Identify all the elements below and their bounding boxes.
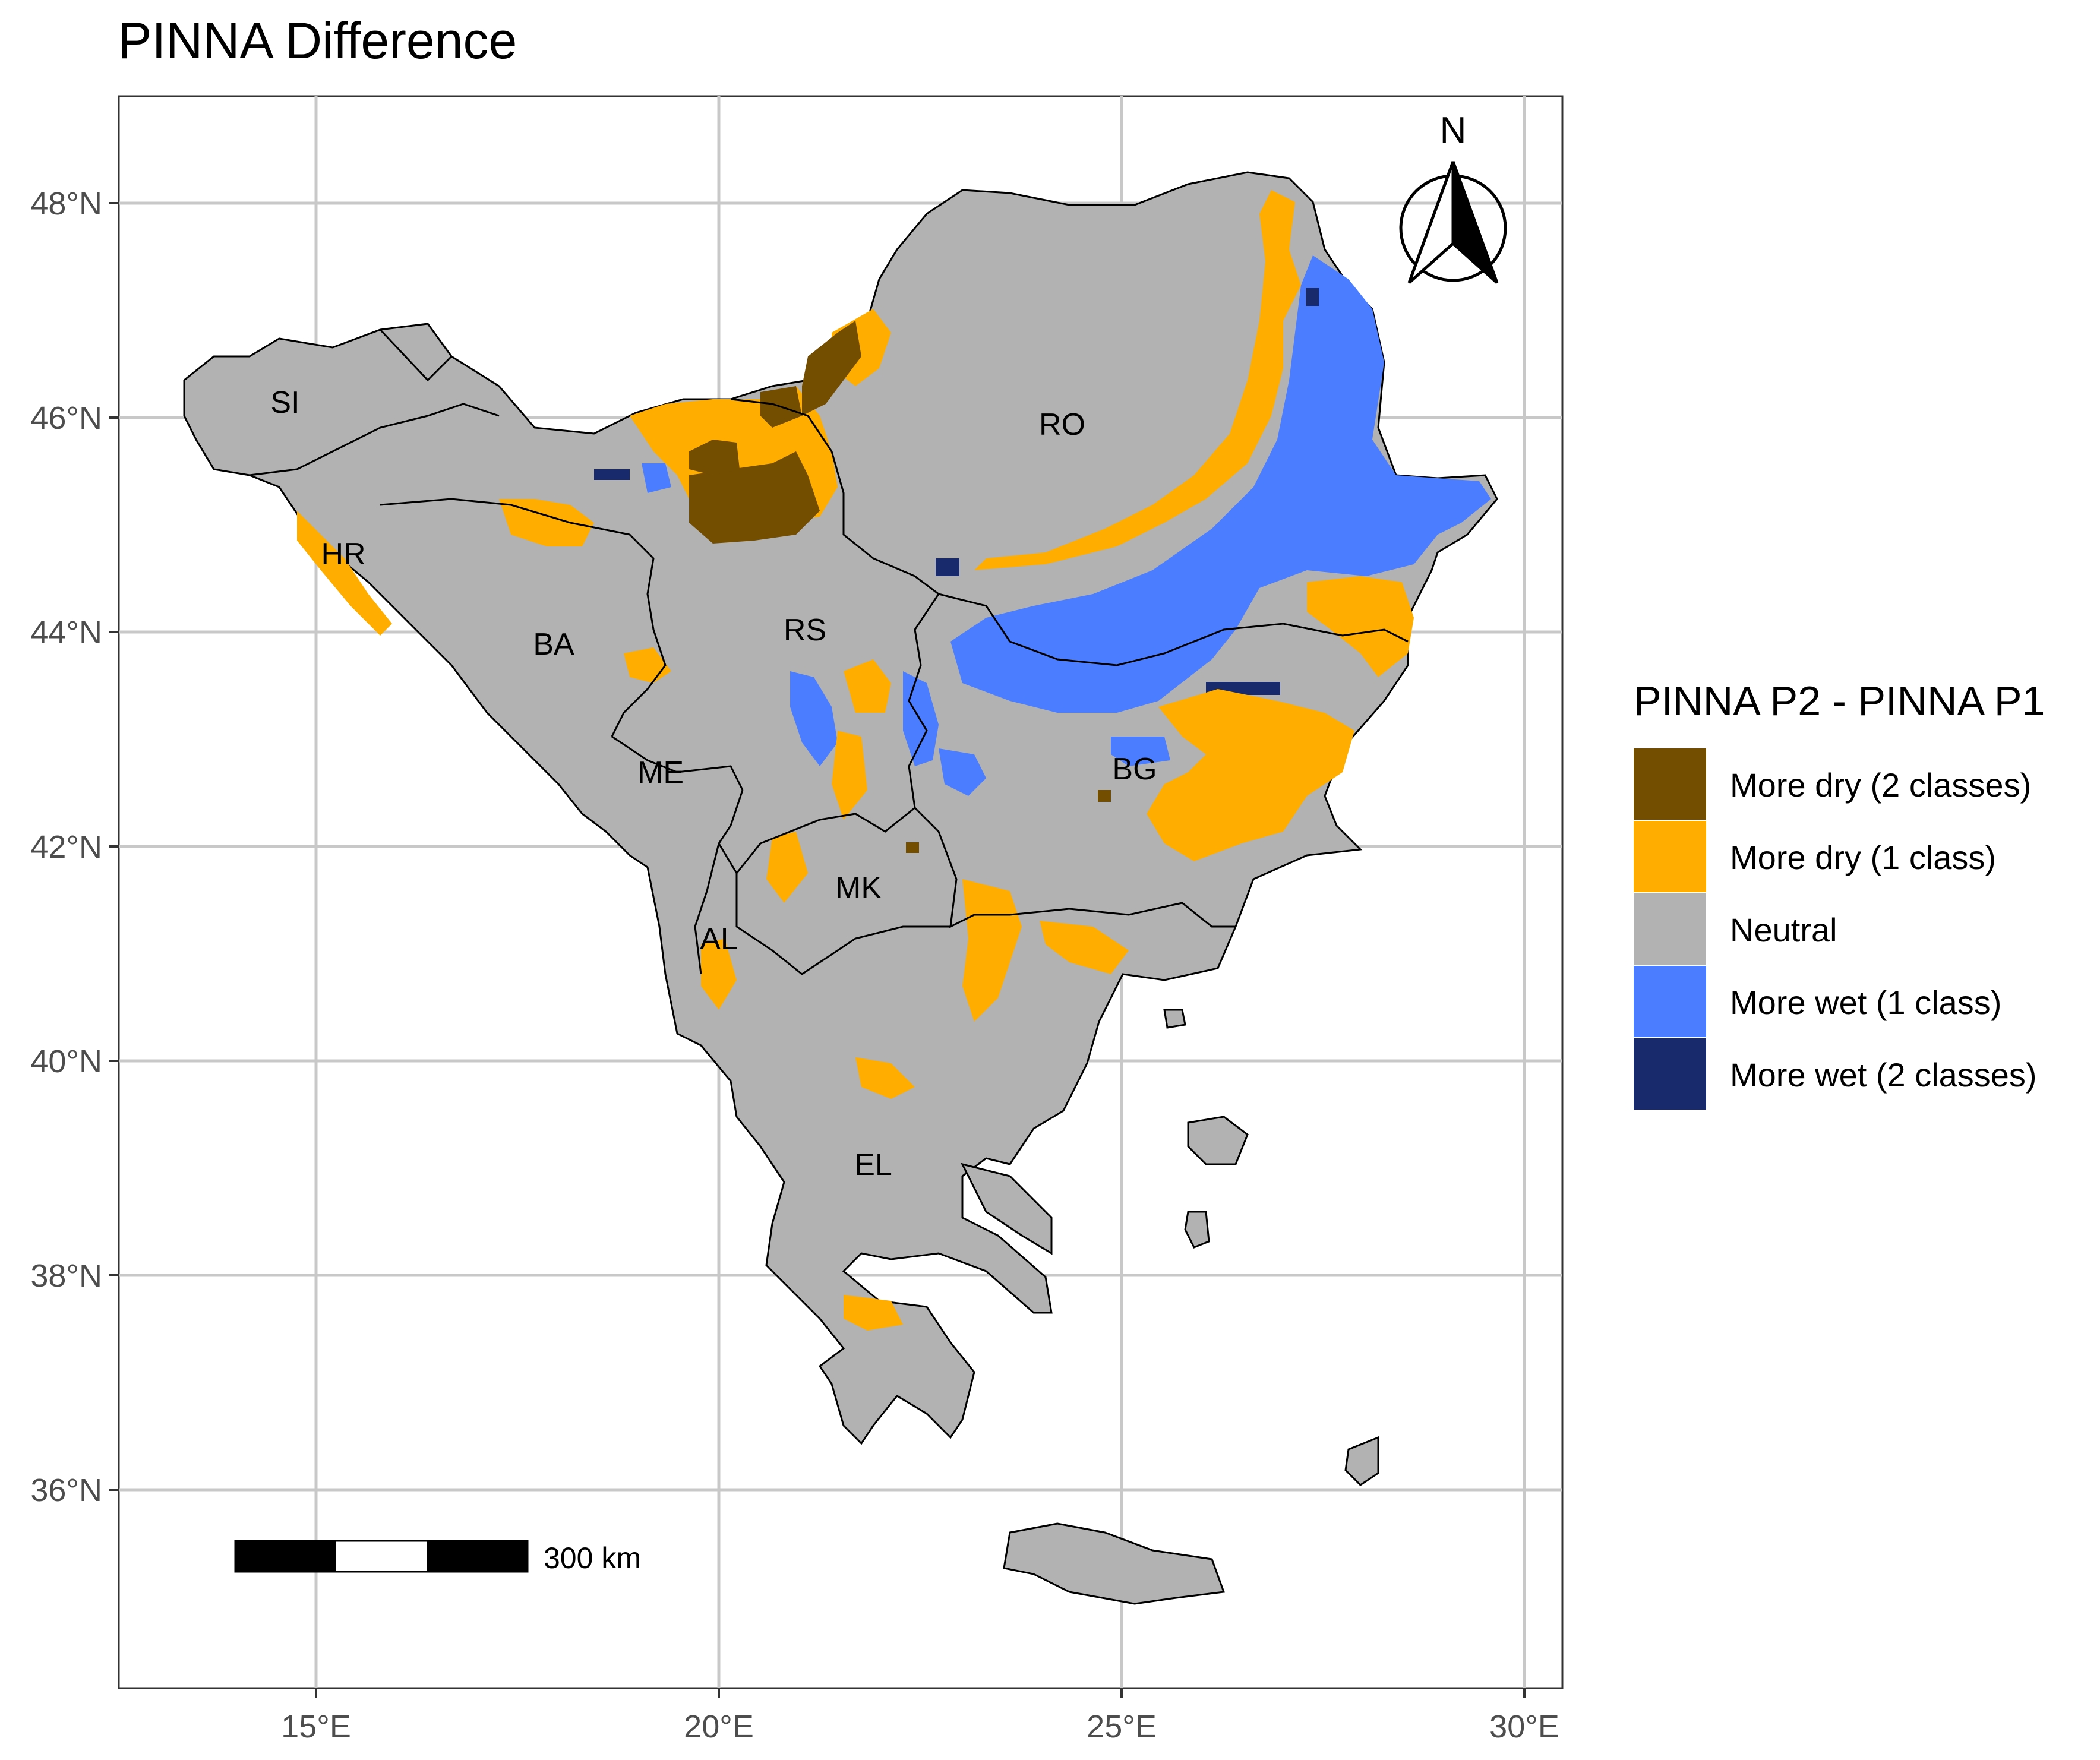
legend-swatch: [1634, 893, 1706, 966]
country-label-al: AL: [700, 922, 738, 956]
y-tick-label: 36°N: [30, 1473, 102, 1508]
north-arrow-label: N: [1440, 110, 1467, 151]
y-tick-label: 42°N: [30, 829, 102, 865]
country-label-ro: RO: [1039, 407, 1085, 442]
country-borders: [249, 328, 1409, 975]
raster-more-wet-1: [642, 255, 1491, 796]
legend-label: Neutral: [1730, 911, 1837, 949]
legend: PINNA P2 - PINNA P1 More dry (2 classes)…: [1634, 677, 2045, 1111]
legend-item: More dry (1 class): [1634, 821, 2045, 893]
country-label-el: EL: [854, 1148, 892, 1182]
legend-label: More dry (2 classes): [1730, 766, 2032, 804]
scale-bar-label: 300 km: [544, 1541, 641, 1575]
country-label-mk: MK: [835, 871, 882, 905]
legend-item: More wet (1 class): [1634, 966, 2045, 1038]
raster-more-dry-2: [689, 321, 1111, 853]
legend-swatch: [1634, 821, 1706, 893]
legend-title: PINNA P2 - PINNA P1: [1634, 678, 2045, 724]
thasos: [1163, 1009, 1186, 1029]
country-label-hr: HR: [321, 537, 365, 571]
y-tick-label: 44°N: [30, 615, 102, 650]
crete: [1003, 1522, 1226, 1605]
country-label-bg: BG: [1112, 752, 1157, 786]
country-label-rs: RS: [784, 613, 826, 647]
y-tick-label: 46°N: [30, 400, 102, 436]
x-tick-label: 15°E: [281, 1709, 351, 1745]
chios: [1184, 1211, 1210, 1249]
country-label-me: ME: [637, 756, 684, 790]
legend-item: Neutral: [1634, 893, 2045, 966]
legend-swatch: [1634, 966, 1706, 1038]
legend-label: More wet (1 class): [1730, 983, 2002, 1021]
legend-item: More dry (2 classes): [1634, 748, 2045, 821]
axis-ticks: [109, 202, 1526, 1698]
y-tick-label: 48°N: [30, 186, 102, 222]
country-label-ba: BA: [533, 627, 574, 662]
legend-item: More wet (2 classes): [1634, 1038, 2045, 1111]
x-tick-label: 25°E: [1087, 1709, 1157, 1745]
lesbos: [1187, 1116, 1249, 1165]
rhodes: [1344, 1436, 1379, 1486]
country-label-si: SI: [270, 386, 299, 420]
euboea: [961, 1162, 1053, 1255]
north-arrow-icon: N: [1399, 110, 1507, 284]
map-title: PINNA Difference: [118, 12, 517, 69]
y-tick-label: 40°N: [30, 1044, 102, 1079]
x-tick-label: 30°E: [1489, 1709, 1559, 1745]
legend-label: More wet (2 classes): [1730, 1056, 2037, 1094]
legend-label: More dry (1 class): [1730, 838, 1997, 876]
y-tick-label: 38°N: [30, 1258, 102, 1294]
legend-swatch: [1634, 1038, 1706, 1111]
scale-bar: 300 km: [234, 1540, 641, 1575]
x-tick-label: 20°E: [684, 1709, 754, 1745]
legend-swatch: [1634, 748, 1706, 821]
